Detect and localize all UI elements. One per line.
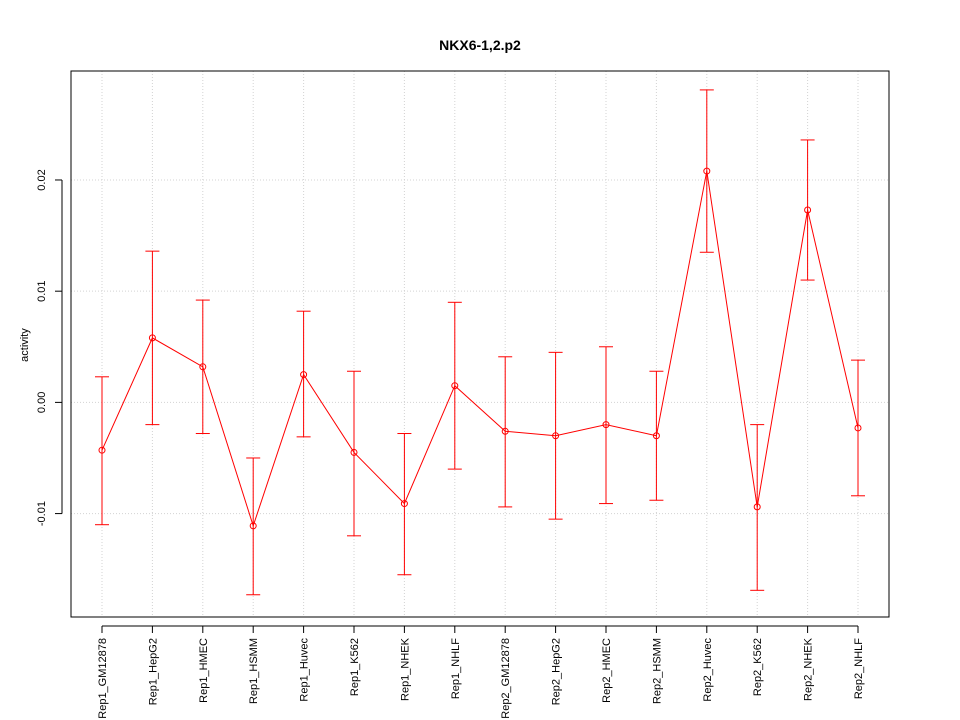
- data-point: [400, 500, 408, 508]
- y-tick-label: 0.01: [36, 280, 48, 301]
- data-point: [98, 446, 106, 454]
- error-bar: [95, 376, 109, 526]
- data-marks: [95, 89, 865, 596]
- x-tick-label: Rep1_HSMM: [248, 638, 260, 704]
- x-tick-label: Rep2_NHEK: [803, 637, 815, 701]
- error-bar: [750, 424, 765, 591]
- chart-title: NKX6-1,2.p2: [439, 37, 521, 53]
- x-tick-label: Rep1_NHEK: [399, 637, 411, 701]
- data-point: [300, 371, 308, 379]
- axes: -0.01 0.00 0.01 0.02 Rep1_GM12878 Rep1_HepG2 R…: [36, 169, 865, 718]
- data-point: [753, 503, 761, 511]
- x-tick-label: Rep2_HSMM: [651, 638, 663, 704]
- data-point: [451, 382, 459, 390]
- plot-frame: [70, 70, 890, 618]
- x-tick-label: Rep1_Huvec: [299, 638, 311, 702]
- x-tick-label: Rep1_NHLF: [450, 638, 462, 699]
- x-tick-label: Rep2_HMEC: [601, 638, 613, 703]
- data-point: [350, 448, 358, 456]
- data-point: [148, 334, 156, 342]
- y-tick-label: 0.00: [36, 392, 48, 413]
- data-point: [854, 424, 862, 432]
- error-bar: [599, 346, 613, 505]
- data-point: [703, 167, 711, 175]
- data-point: [249, 522, 257, 530]
- data-point: [552, 432, 560, 440]
- y-tick-label: -0.01: [36, 501, 48, 526]
- x-tick-label: Rep2_Huvec: [702, 638, 714, 702]
- data-point: [602, 421, 610, 429]
- data-point: [501, 427, 509, 435]
- data-point: [199, 363, 207, 371]
- series-line: [101, 170, 859, 528]
- x-tick-label: Rep1_K562: [349, 638, 361, 696]
- data-point: [652, 432, 660, 440]
- x-tick-label: Rep1_GM12878: [97, 638, 109, 719]
- x-tick-label: Rep2_K562: [752, 638, 764, 696]
- x-tick-label: Rep2_HepG2: [551, 638, 563, 705]
- x-tick-label: Rep2_NHLF: [853, 638, 865, 699]
- y-tick-label: 0.02: [36, 169, 48, 190]
- y-axis-label: activity: [19, 328, 31, 362]
- x-tick-label: Rep1_HepG2: [147, 638, 159, 705]
- error-bar: [498, 356, 513, 508]
- grid: [71, 71, 889, 617]
- error-bar: [347, 370, 361, 537]
- x-tick-label: Rep2_GM12878: [500, 638, 512, 719]
- data-point: [804, 206, 812, 214]
- x-tick-label: Rep1_HMEC: [198, 638, 210, 703]
